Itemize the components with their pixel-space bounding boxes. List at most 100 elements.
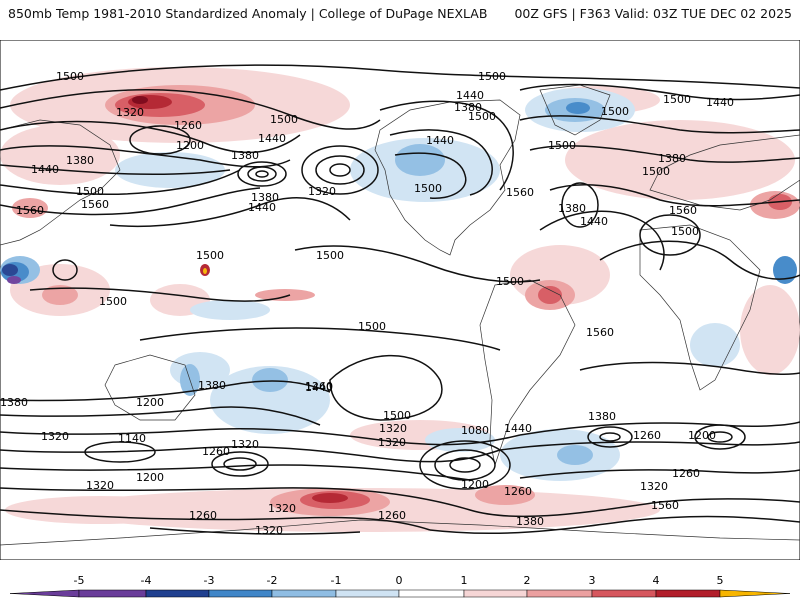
height-contour	[247, 166, 277, 182]
height-contour	[419, 440, 511, 490]
colorbar-tick: -4	[141, 574, 152, 587]
contour-label: 1440	[31, 163, 59, 176]
contour-label: 1560	[506, 186, 534, 199]
height-contour	[379, 100, 514, 191]
anomaly-cool	[690, 323, 740, 367]
contour-label: 1440	[426, 134, 454, 147]
anomaly-warm	[12, 198, 48, 218]
contour-label: 1560	[651, 499, 679, 512]
colorbar-tick: -2	[267, 574, 278, 587]
colorbar-tick: 4	[653, 574, 660, 587]
anomaly-cool	[252, 368, 288, 392]
height-contour	[329, 354, 443, 421]
coastline-antarctica	[0, 519, 800, 546]
coastline-north-america	[374, 99, 521, 256]
contour-label: 1500	[196, 249, 224, 262]
anomaly-warm	[255, 289, 315, 301]
height-contour	[0, 120, 301, 154]
colorbar-segment	[335, 589, 400, 598]
contour-label: 1380	[231, 149, 259, 162]
contour-label: 1200	[461, 478, 489, 491]
height-contour	[255, 170, 269, 178]
contour-label: 1440	[248, 201, 276, 214]
colorbar-segment	[463, 589, 528, 598]
contour-label: 1440	[258, 132, 286, 145]
height-contour	[0, 427, 521, 446]
height-contour	[0, 487, 800, 518]
anomaly-warm	[475, 485, 535, 505]
height-contour	[694, 424, 746, 450]
height-contour	[237, 161, 287, 187]
anomaly-hot	[203, 268, 207, 274]
contour-label: 1320	[116, 106, 144, 119]
contour-label: 1500	[642, 165, 670, 178]
height-contour	[0, 509, 431, 531]
contour-label: 1500	[56, 70, 84, 83]
height-contours	[0, 64, 800, 535]
contour-label: 1440	[305, 381, 333, 394]
height-contour	[0, 445, 501, 463]
contour-label: 1320	[41, 430, 69, 443]
contour-label: 1500	[270, 113, 298, 126]
contour-label: 1200	[136, 396, 164, 409]
model-run-info: 00Z GFS | F363 Valid: 03Z TUE DEC 02 202…	[514, 6, 792, 21]
contour-label: 1500	[671, 225, 699, 238]
anomaly-cool	[395, 144, 445, 176]
contour-label: 1500	[601, 105, 629, 118]
contour-label: 1560	[16, 204, 44, 217]
colorbar-segment	[398, 589, 465, 598]
height-contour	[539, 210, 665, 271]
contour-label: 1320	[640, 480, 668, 493]
height-contour	[549, 184, 800, 207]
colorbar-min-extend	[9, 589, 80, 598]
height-contour	[599, 432, 621, 442]
height-contour	[139, 327, 501, 351]
height-contour	[394, 152, 467, 199]
height-contour	[29, 287, 291, 302]
contour-label: 1500	[76, 185, 104, 198]
contour-label: 1380	[454, 101, 482, 114]
height-contour	[294, 245, 541, 283]
coastline-africa	[639, 224, 761, 391]
anomaly-warm	[42, 285, 78, 305]
contour-label: 1500	[358, 320, 386, 333]
contour-label: 1500	[383, 409, 411, 422]
contour-label: 1260	[633, 429, 661, 442]
anomaly-cold	[566, 102, 590, 114]
contour-label: 1380	[198, 379, 226, 392]
anomaly-warm	[740, 285, 800, 375]
colorbar-tick: 1	[461, 574, 468, 587]
colorbar-tick: -5	[74, 574, 85, 587]
height-contour	[429, 515, 800, 535]
contour-label: 1260	[174, 119, 202, 132]
height-contour	[329, 163, 351, 177]
height-contour	[315, 155, 365, 185]
height-contour	[84, 441, 156, 463]
contour-label: 1440	[580, 215, 608, 228]
anomaly-shading	[0, 67, 800, 532]
contour-label: 1500	[468, 110, 496, 123]
contour-label: 1260	[189, 509, 217, 522]
colorbar-segment	[655, 589, 721, 598]
anomaly-hot	[312, 493, 348, 503]
contour-label: 1500	[548, 139, 576, 152]
contour-label: 1200	[136, 471, 164, 484]
height-contour	[599, 240, 800, 280]
coastline-asia	[0, 119, 121, 246]
anomaly-cool	[425, 428, 495, 452]
map-title: 850mb Temp 1981-2010 Standardized Anomal…	[8, 6, 488, 21]
height-contour	[519, 83, 800, 101]
height-contour	[639, 214, 701, 256]
height-contour	[0, 406, 321, 426]
anomaly-hot	[538, 286, 562, 304]
contour-label: 1440	[706, 96, 734, 109]
height-contour	[0, 64, 800, 91]
colorbar-segment	[591, 589, 657, 598]
contour-label: 1260	[378, 509, 406, 522]
height-contour	[519, 115, 800, 134]
contour-label: 1320	[268, 502, 296, 515]
contour-label: 1320	[86, 479, 114, 492]
contour-label: 1500	[414, 182, 442, 195]
contour-label: 1380	[558, 202, 586, 215]
contour-label: 1500	[316, 249, 344, 262]
